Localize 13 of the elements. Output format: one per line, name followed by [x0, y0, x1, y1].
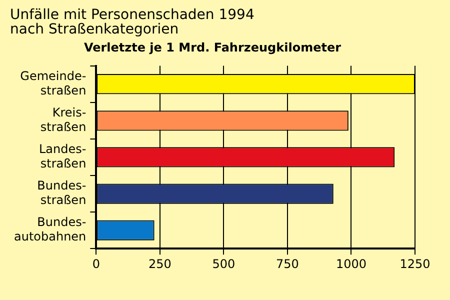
chart-title: Unfälle mit Personenschaden 1994 nach Straßenkategorien	[10, 6, 254, 38]
y-tick-label: Bundes- autobahnen	[14, 215, 86, 244]
x-tick-label: 1250	[400, 256, 430, 271]
y-tick-label: Bundes- straßen	[37, 178, 86, 208]
x-tick-label: 250	[148, 256, 172, 271]
chart-subtitle: Verletzte je 1 Mrd. Fahrzeugkilometer	[84, 40, 342, 55]
y-tick-label: Kreis- straßen	[40, 106, 86, 134]
x-tick-label: 500	[212, 256, 236, 271]
x-tick-label: 750	[276, 256, 299, 271]
x-tick-label: 1000	[336, 256, 367, 271]
y-tick-label: Gemeinde- straßen	[20, 69, 86, 98]
y-tick-label: Landes- straßen	[38, 142, 86, 171]
x-tick-label: 0	[92, 256, 100, 271]
